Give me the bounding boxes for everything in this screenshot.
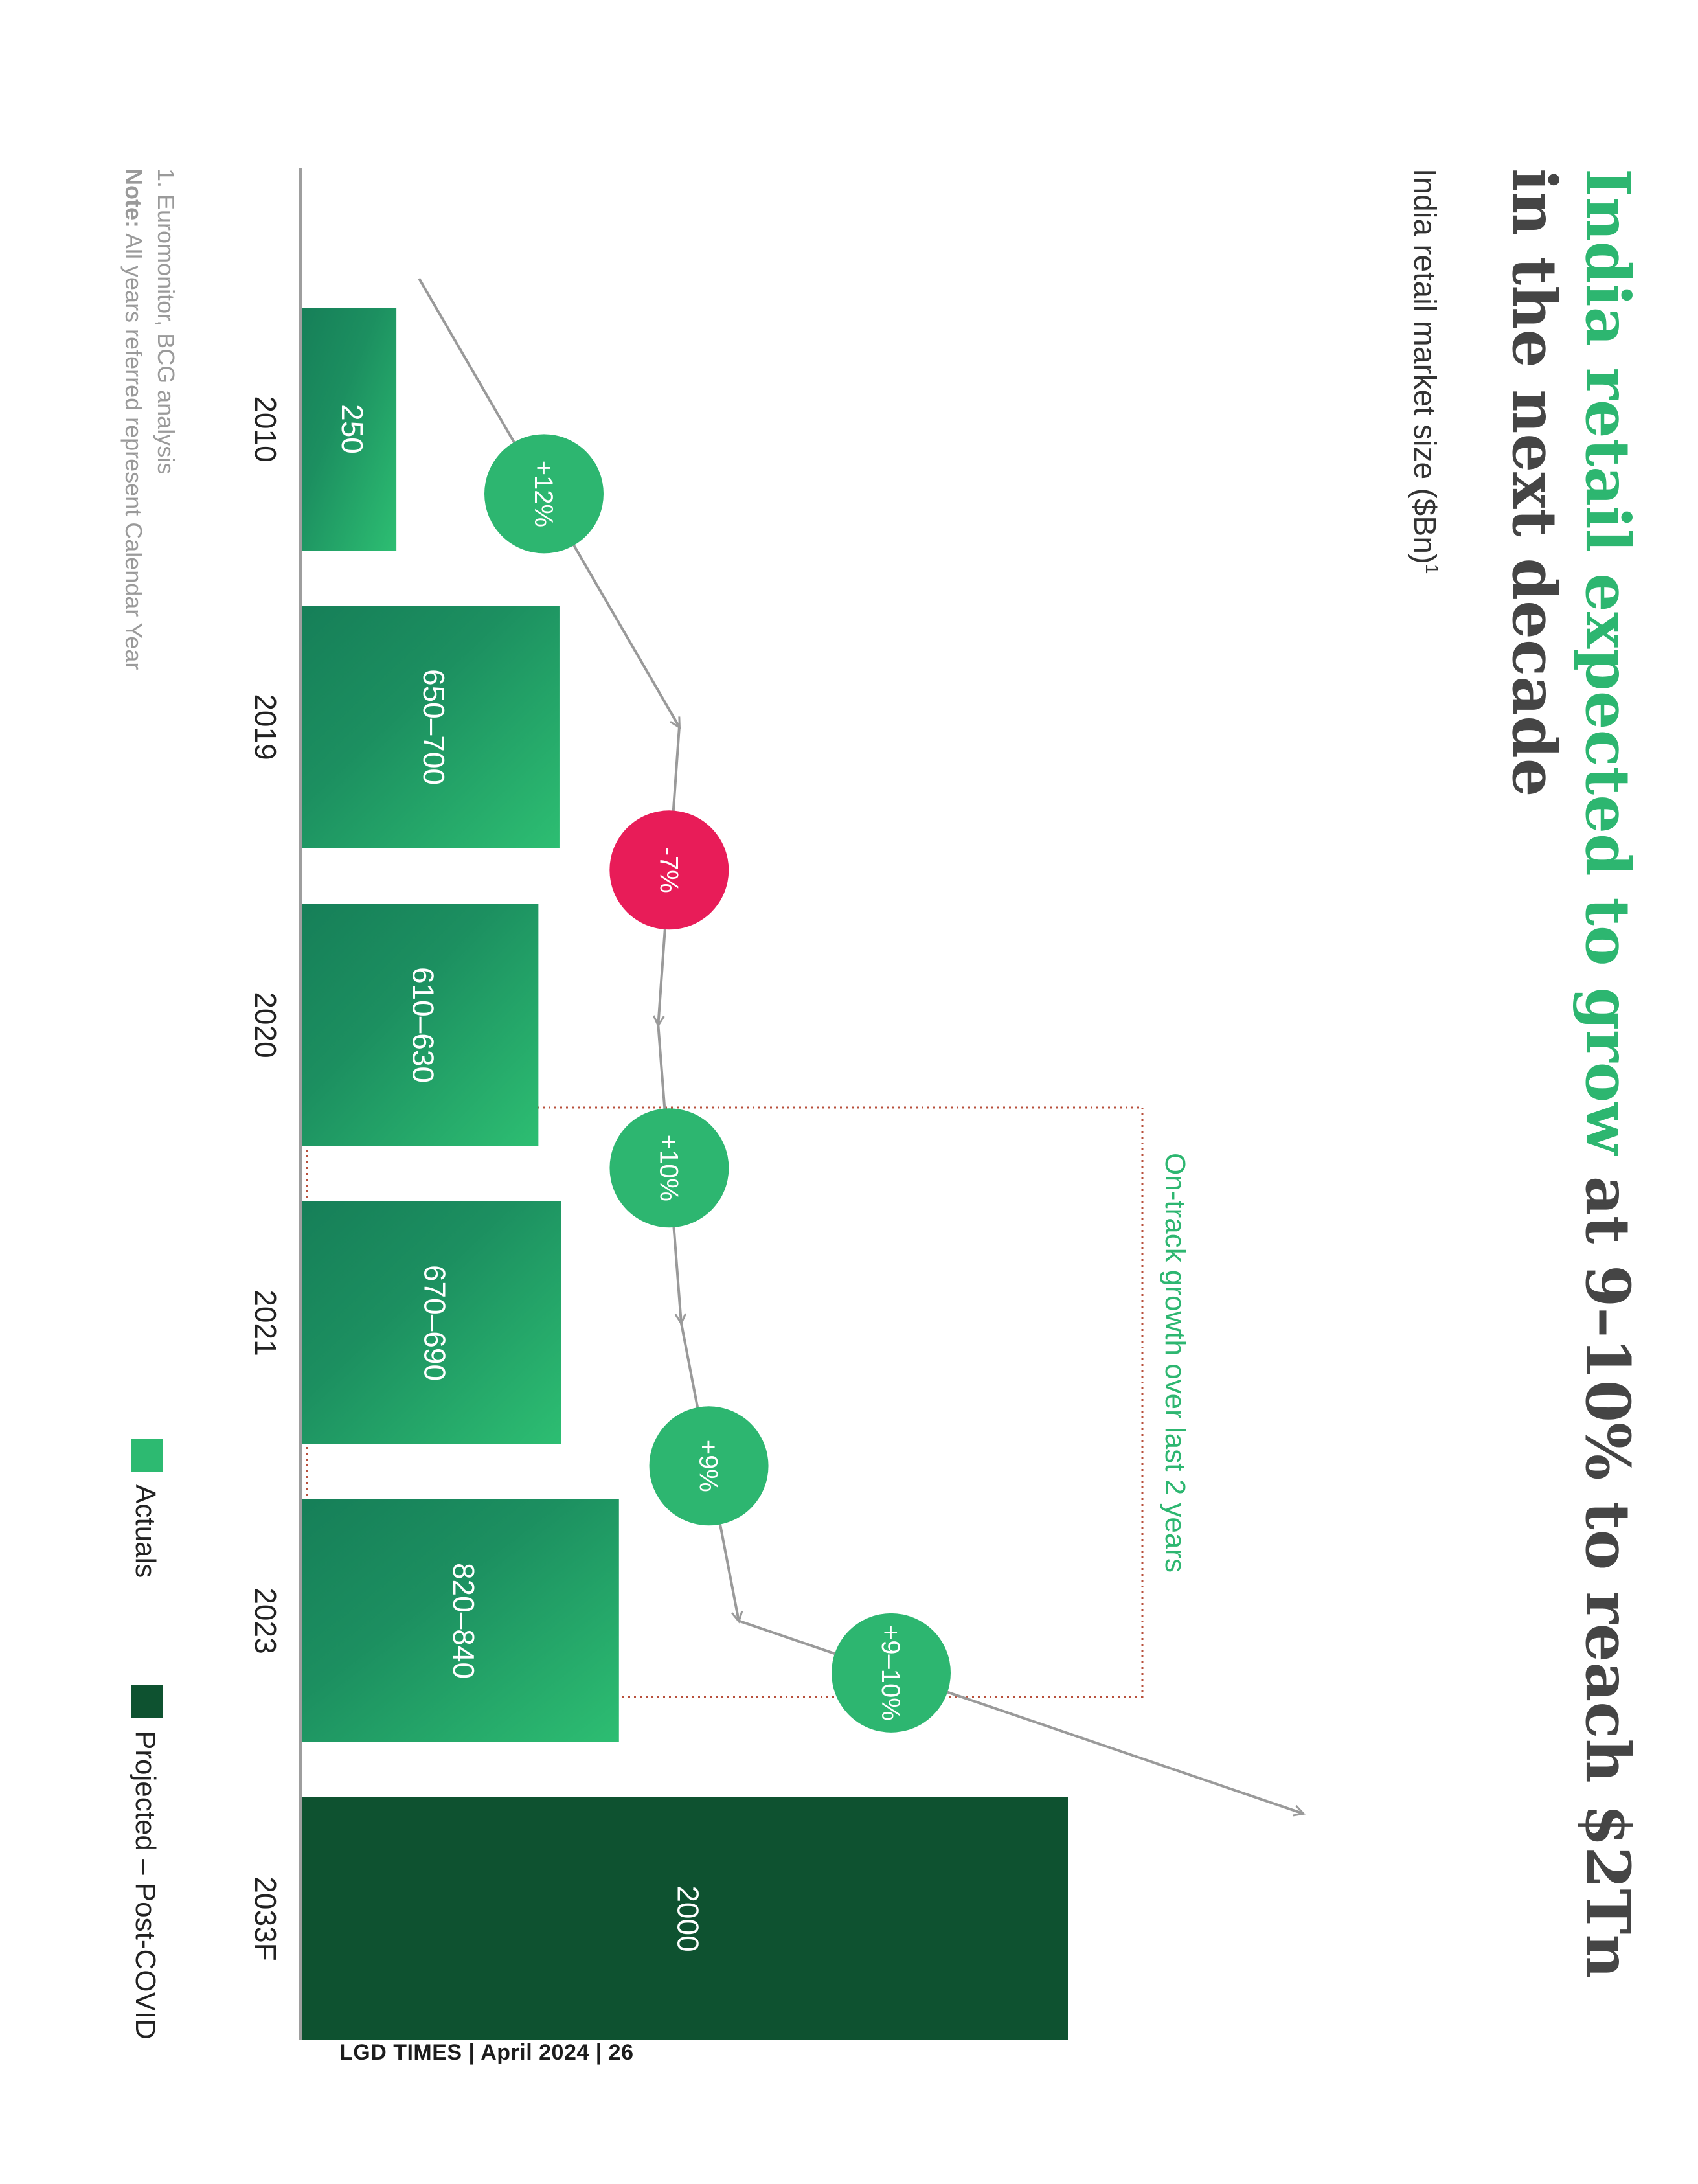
subtitle-superscript: 1 bbox=[1422, 564, 1442, 574]
growth-bubble bbox=[609, 1108, 729, 1228]
year-label: 2010 bbox=[249, 396, 282, 462]
growth-label: +9–10% bbox=[876, 1625, 905, 1721]
bar-2010 bbox=[300, 308, 397, 551]
bar-2021 bbox=[300, 1201, 561, 1444]
growth-label: +9% bbox=[694, 1440, 723, 1492]
page-footer: LGD TIMES | April 2024 | 26 bbox=[339, 2040, 634, 2065]
year-label: 2023 bbox=[249, 1587, 282, 1654]
growth-bubbles: +12% -7% +10% +9% +9–10% bbox=[484, 434, 951, 1733]
growth-label: +12% bbox=[529, 461, 558, 527]
bar-value-label: 670–690 bbox=[418, 1265, 451, 1381]
bar-value-label: 250 bbox=[335, 404, 369, 454]
bar-2023 bbox=[300, 1499, 619, 1742]
growth-bubble bbox=[832, 1613, 951, 1733]
legend-actuals-swatch bbox=[131, 1439, 163, 1472]
legend-actuals-label: Actuals bbox=[130, 1484, 161, 1578]
bar-2033F bbox=[300, 1797, 1068, 2040]
footnote-note: Note: All years referred represent Calen… bbox=[120, 168, 147, 670]
bar-value-label: 2000 bbox=[672, 1885, 705, 1951]
year-labels: 2010 2019 2020 2021 2023 2033F bbox=[249, 396, 282, 1961]
chart-subtitle: India retail market size ($Bn)1 bbox=[1407, 168, 1442, 574]
title-rest: at 9–10% to reach $2Tn bbox=[1572, 1155, 1643, 1979]
bar-value-label: 820–840 bbox=[447, 1563, 481, 1679]
growth-arrow bbox=[738, 1619, 1303, 1814]
growth-bubble bbox=[609, 810, 729, 930]
bar-2019 bbox=[300, 606, 560, 848]
year-label: 2021 bbox=[249, 1290, 282, 1356]
bars: 250 650–700 610–630 670–690 820–840 2000 bbox=[300, 308, 1068, 2040]
year-label: 2020 bbox=[249, 992, 282, 1058]
bar-value-label: 650–700 bbox=[417, 669, 451, 785]
growth-label: +10% bbox=[654, 1135, 683, 1201]
bar-value-label: 610–630 bbox=[407, 967, 440, 1083]
footnote-source: 1. Euromonitor, BCG analysis bbox=[153, 168, 179, 474]
chart-title-line2: in the next decade bbox=[1499, 168, 1570, 797]
growth-bubble bbox=[484, 434, 604, 554]
legend-projected-label: Projected – Post-COVID bbox=[130, 1731, 161, 2040]
chart-title: India retail expected to grow at 9–10% t… bbox=[1572, 168, 1643, 1979]
bar-2020 bbox=[300, 904, 539, 1146]
annotation-text: On-track growth over last 2 years bbox=[1159, 1153, 1191, 1573]
growth-bubble bbox=[649, 1406, 769, 1526]
title-highlight: India retail expected to grow bbox=[1572, 168, 1643, 1156]
year-label: 2033F bbox=[249, 1876, 282, 1961]
legend-projected-swatch bbox=[131, 1685, 163, 1718]
year-label: 2019 bbox=[249, 694, 282, 760]
legend: Actuals Projected – Post-COVID bbox=[130, 1439, 163, 2040]
growth-label: -7% bbox=[654, 847, 683, 893]
